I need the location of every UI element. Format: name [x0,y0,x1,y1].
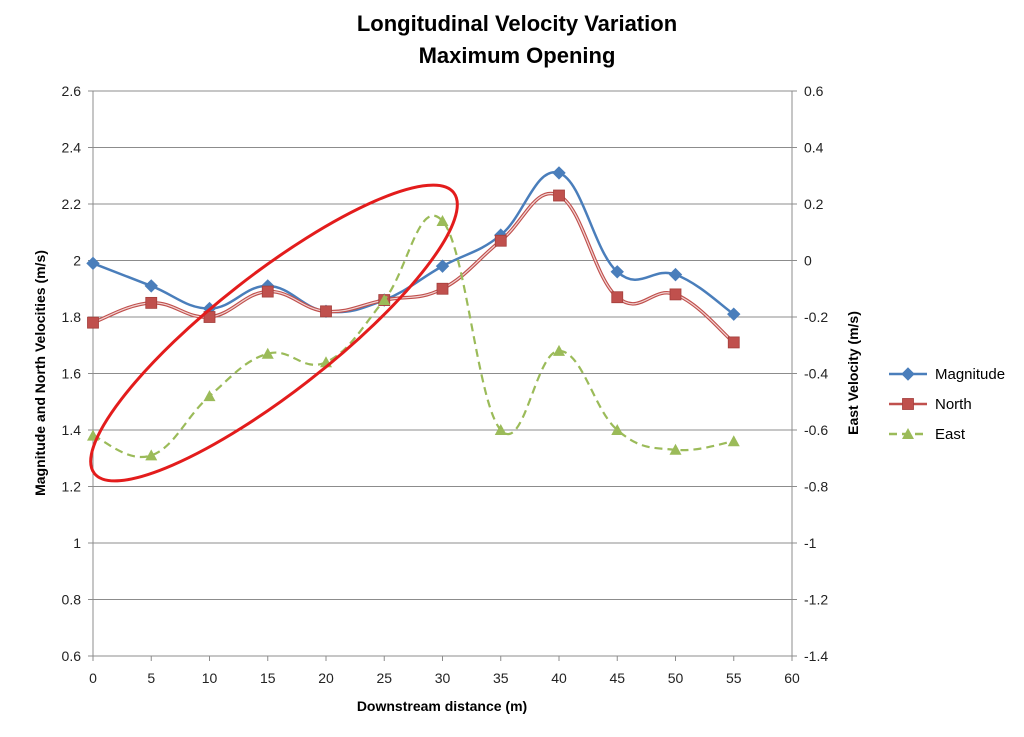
right-y-tick-label: 0.2 [804,196,824,212]
x-tick-label: 15 [260,670,276,686]
left-y-tick-label: 2.2 [62,196,82,212]
x-tick-label: 50 [668,670,684,686]
east-point [727,435,740,447]
x-tick-label: 5 [147,670,155,686]
series-north [87,189,740,349]
north-point [261,285,274,298]
north-point [320,305,332,318]
x-tick-label: 30 [435,670,451,686]
series-east [87,214,740,461]
left-y-axis-title: Magnitude and North Velocities (m/s) [32,250,48,496]
east-point [611,424,624,435]
east-point [145,449,158,461]
east-point [261,347,274,359]
x-tick-label: 45 [609,670,625,686]
east-point [553,344,565,356]
right-y-tick-label: -0.6 [804,422,828,438]
left-y-tick-label: 1 [73,535,81,551]
left-y-tick-label: 1.2 [62,479,82,495]
legend: Magnitude North East [889,366,1005,443]
east-point [669,443,682,455]
north-point [611,291,624,304]
x-tick-label: 20 [318,670,334,686]
annotation-layer [89,183,459,483]
legend-label: Magnitude [935,366,1005,383]
legend-item-east: East [889,426,966,443]
right-y-tick-label: -1.2 [804,592,828,608]
legend-marker [902,398,914,410]
north-point [87,316,99,329]
x-axis-title: Downstream distance (m) [357,698,527,714]
series-lines [86,166,741,461]
north-point [669,288,682,301]
right-y-tick-label: 0.6 [804,83,824,99]
right-y-tick-label: -0.2 [804,309,828,325]
series-line [92,171,735,316]
east-point [378,294,391,306]
x-tick-label: 60 [784,670,800,686]
north-point [203,311,216,323]
north-point [436,282,449,295]
right-y-tick-label: 0.4 [804,140,824,156]
legend-marker [901,367,915,381]
magnitude-point [86,256,100,271]
magnitude-point [727,307,741,321]
legend-item-magnitude: Magnitude [889,366,1005,383]
x-tick-label: 35 [493,670,509,686]
magnitude-point [552,166,566,180]
legend-item-north: North [889,396,972,413]
chart-title-line-1: Longitudinal Velocity Variation [357,11,677,36]
legend-marker [902,428,914,439]
east-point [436,214,449,226]
series-line-outline [92,191,735,344]
north-point [727,336,740,349]
left-y-tick-label: 1.6 [62,366,82,382]
left-y-tick-label: 2.4 [62,140,82,156]
east-point [494,424,507,435]
magnitude-point [435,259,450,273]
left-y-tick-label: 2.6 [62,83,82,99]
legend-label: East [935,426,966,443]
left-y-tick-label: 0.6 [62,648,82,664]
left-y-tick-label: 0.8 [62,592,82,608]
x-tick-label: 0 [89,670,97,686]
east-point [203,390,216,402]
right-y-tick-label: -1 [804,535,817,551]
magnitude-point [668,267,683,282]
x-tick-label: 40 [551,670,567,686]
north-point [145,296,158,309]
axes: 0.6 0.8 1 1.2 1.4 1.6 1.8 2 2.2 2.4 2.6 -1.4 -1.2 -1 -… [62,83,829,686]
x-tick-label: 25 [376,670,392,686]
north-point [553,189,565,202]
right-y-tick-label: -0.8 [804,479,828,495]
magnitude-point [610,265,624,279]
left-y-tick-label: 1.8 [62,309,82,325]
chart-title-line-2: Maximum Opening [419,43,616,68]
right-y-tick-label: -0.4 [804,366,828,382]
right-y-tick-label: -1.4 [804,648,828,664]
gridlines [93,90,792,657]
left-y-tick-label: 2 [73,253,81,269]
right-y-axis-title: East Velocity (m/s) [845,311,861,435]
x-tick-label: 55 [726,670,742,686]
series-line [92,214,734,459]
north-point [494,234,507,247]
magnitude-point [144,279,158,293]
legend-label: North [935,396,972,413]
left-y-tick-label: 1.4 [62,422,82,438]
x-tick-label: 10 [202,670,218,686]
highlight-ellipse [89,183,459,483]
series-line [92,192,735,343]
right-y-tick-label: 0 [804,253,812,269]
